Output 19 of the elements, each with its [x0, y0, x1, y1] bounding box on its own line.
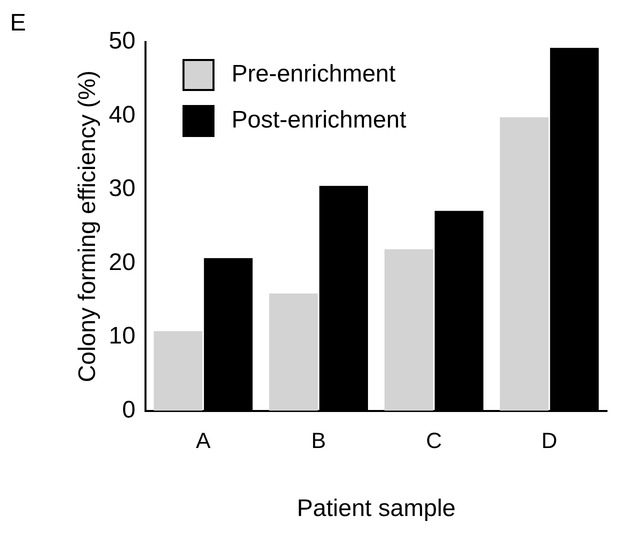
text: E [10, 10, 26, 37]
x-tick-label: B [311, 428, 326, 454]
bar [154, 331, 202, 411]
y-tick-label: 40 [108, 101, 136, 128]
bar [384, 249, 434, 411]
x-tick-label: D [541, 428, 558, 454]
y-tick-label: 20 [108, 248, 136, 276]
y-tick-label: 30 [108, 175, 136, 202]
x-axis-title: Patient sample [296, 495, 456, 522]
x-tick-label: C [426, 428, 442, 454]
legend-label: Post-enrichment [231, 106, 407, 134]
y-tick-label: 0 [122, 396, 136, 424]
y-axis-title: Colony forming efficiency (%) [74, 70, 102, 382]
x-tick-label: A [196, 428, 211, 454]
bar [269, 294, 318, 411]
y-tick-label: 10 [108, 322, 136, 350]
bar [500, 117, 549, 411]
legend-label: Pre-enrichment [231, 60, 396, 88]
y-tick-label: 50 [108, 28, 136, 55]
